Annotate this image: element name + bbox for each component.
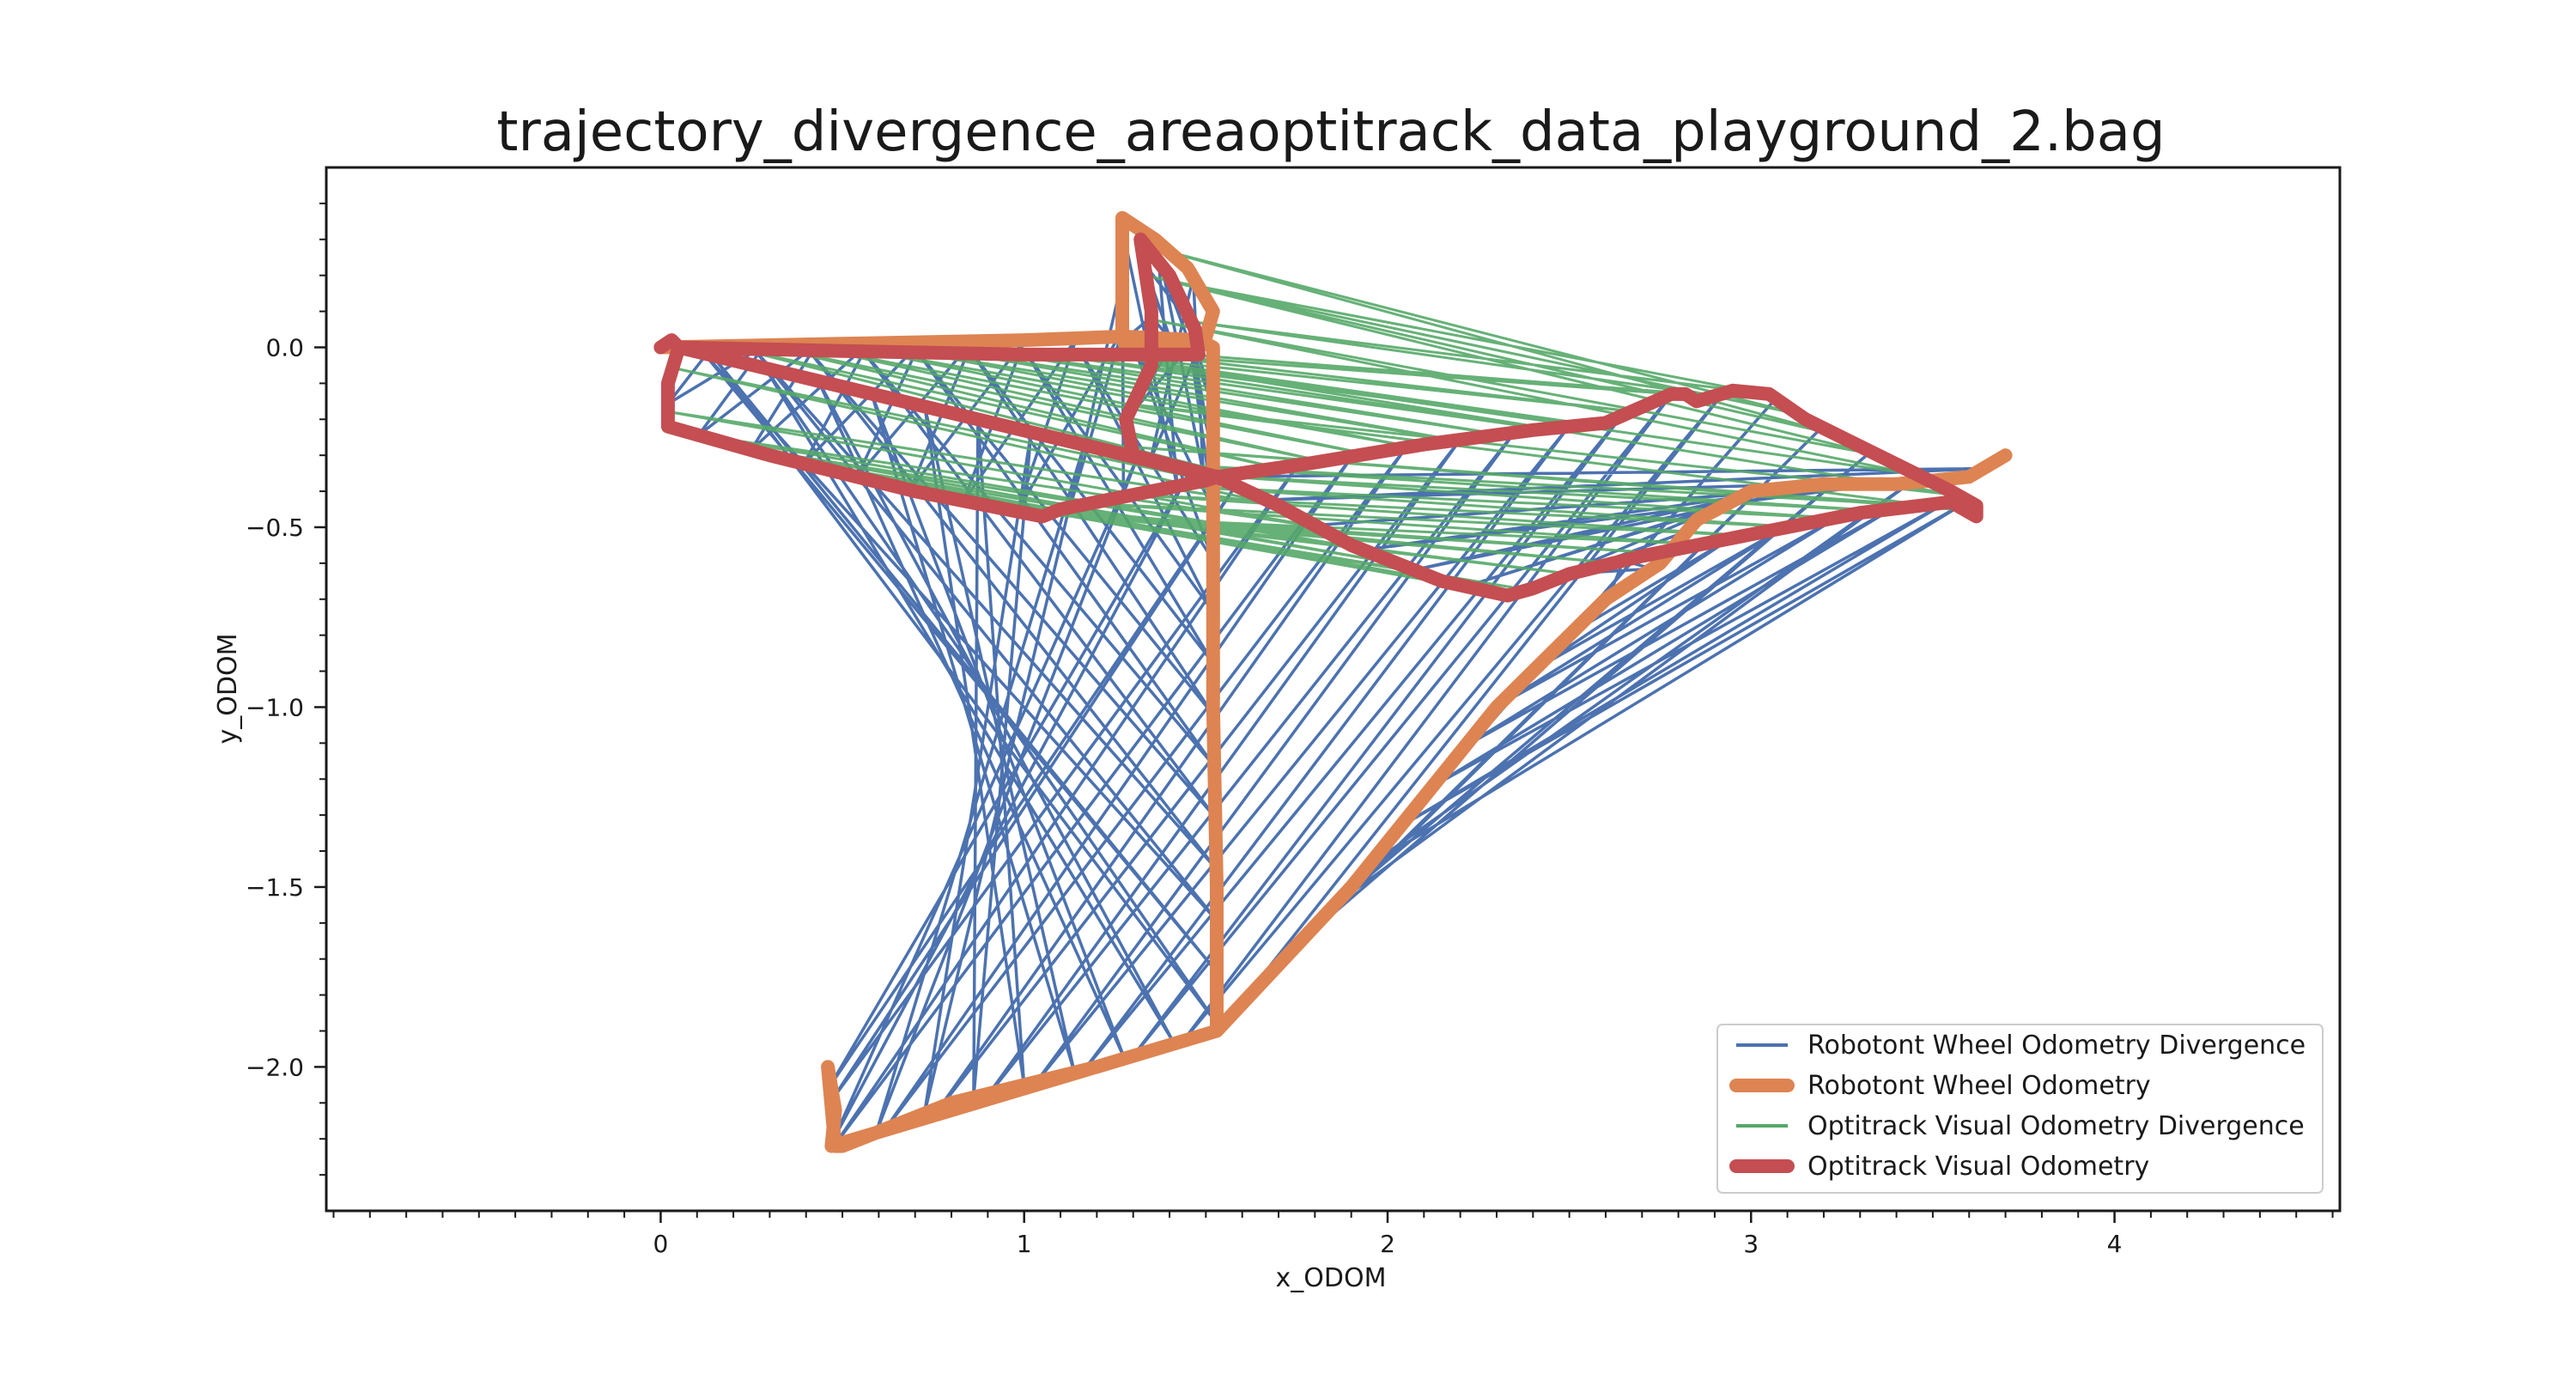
y-tick-label: 0.0 <box>265 333 304 362</box>
legend-box <box>1716 1024 2324 1194</box>
chart-title: trajectory_divergence_areaoptitrack_data… <box>496 100 2165 164</box>
wheel-odometry-line <box>653 210 2013 1153</box>
x-tick-label: 3 <box>1743 1230 1759 1258</box>
y-axis-label: y_ODOM <box>213 634 243 745</box>
y-tick-label: −1.0 <box>246 693 304 721</box>
legend: Robotont Wheel Odometry Divergence Robot… <box>1716 1024 2324 1194</box>
y-tick-label: −1.5 <box>246 873 304 902</box>
legend-label-wheel-odometry: Robotont Wheel Odometry <box>1807 1071 2151 1101</box>
x-axis-ticks: 0 1 2 3 4 <box>332 1211 2334 1258</box>
x-tick-label: 0 <box>653 1230 669 1258</box>
wheel-odometry-path <box>653 210 2013 1153</box>
y-tick-label: −2.0 <box>246 1053 304 1081</box>
y-tick-label: −0.5 <box>246 514 304 542</box>
legend-label-wheel-divergence: Robotont Wheel Odometry Divergence <box>1807 1030 2306 1061</box>
plot-area <box>653 210 2013 1153</box>
legend-label-optitrack-divergence: Optitrack Visual Odometry Divergence <box>1807 1111 2305 1141</box>
axes-frame <box>325 166 2342 1213</box>
x-tick-label: 4 <box>2107 1230 2123 1258</box>
optitrack-odometry-line <box>653 232 1984 603</box>
x-tick-label: 2 <box>1380 1230 1395 1258</box>
legend-label-optitrack-odometry: Optitrack Visual Odometry <box>1807 1152 2149 1182</box>
x-tick-label: 1 <box>1017 1230 1032 1258</box>
x-axis-label: x_ODOM <box>1276 1263 1387 1293</box>
y-axis-ticks: 0.0 −0.5 −1.0 −1.5 −2.0 <box>246 202 326 1176</box>
optitrack-odometry-path <box>653 232 1984 603</box>
